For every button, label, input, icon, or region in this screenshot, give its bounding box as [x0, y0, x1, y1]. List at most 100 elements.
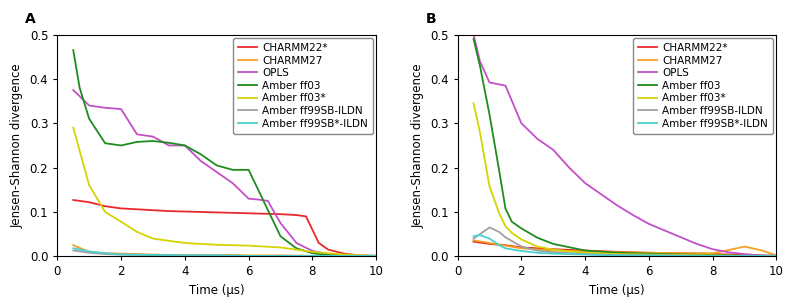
OPLS [612, 204, 622, 207]
CHARMM22* [549, 247, 558, 251]
Amber ff99SB-ILDN [244, 254, 254, 258]
Line: Amber ff99SB-ILDN: Amber ff99SB-ILDN [73, 250, 376, 256]
Amber ff03* [308, 250, 317, 254]
OPLS [100, 106, 110, 110]
Amber ff03* [517, 237, 526, 241]
CHARMM27 [580, 249, 590, 253]
X-axis label: Time (μs): Time (μs) [189, 284, 245, 297]
CHARMM27 [308, 254, 317, 258]
CHARMM27 [724, 248, 734, 252]
CHARMM22* [100, 204, 110, 208]
Amber ff99SB-ILDN [549, 250, 558, 254]
Line: OPLS: OPLS [73, 90, 376, 256]
OPLS [263, 199, 273, 203]
Amber ff99SB-ILDN [469, 237, 479, 241]
Amber ff99SB*-ILDN [533, 251, 542, 255]
Amber ff99SB-ILDN [84, 251, 94, 255]
CHARMM27 [676, 251, 685, 255]
CHARMM27 [212, 253, 222, 257]
Line: CHARMM27: CHARMM27 [474, 240, 777, 255]
X-axis label: Time (μs): Time (μs) [589, 284, 645, 297]
CHARMM27 [228, 253, 238, 257]
OPLS [292, 241, 301, 245]
Amber ff03 [196, 152, 206, 156]
OPLS [564, 166, 574, 169]
OPLS [517, 121, 526, 125]
Amber ff03 [371, 254, 381, 258]
CHARMM27 [132, 252, 142, 256]
Amber ff99SB-ILDN [501, 235, 510, 239]
Amber ff99SB-ILDN [485, 226, 494, 229]
Amber ff99SB*-ILDN [612, 253, 622, 257]
CHARMM22* [469, 240, 479, 244]
Amber ff99SB*-ILDN [84, 249, 94, 253]
CHARMM22* [580, 249, 590, 252]
Amber ff03 [276, 234, 285, 238]
CHARMM22* [180, 210, 190, 213]
CHARMM22* [339, 252, 349, 256]
Amber ff03* [469, 101, 479, 105]
Amber ff03 [475, 64, 485, 67]
OPLS [724, 250, 734, 254]
OPLS [580, 181, 590, 185]
Amber ff03 [676, 253, 685, 256]
OPLS [116, 107, 126, 111]
Amber ff03* [371, 254, 381, 258]
OPLS [549, 148, 558, 152]
Amber ff03* [180, 241, 190, 245]
OPLS [212, 170, 222, 174]
Amber ff99SB*-ILDN [475, 233, 485, 237]
CHARMM22* [244, 212, 254, 215]
Amber ff03 [549, 242, 558, 246]
Amber ff03 [244, 168, 254, 172]
Line: Amber ff99SB*-ILDN: Amber ff99SB*-ILDN [73, 248, 376, 256]
CHARMM27 [708, 251, 717, 255]
Amber ff99SB*-ILDN [180, 253, 190, 257]
Amber ff03 [84, 117, 94, 121]
OPLS [708, 247, 717, 251]
CHARMM27 [180, 253, 190, 257]
Amber ff03* [68, 126, 78, 130]
Amber ff99SB*-ILDN [100, 251, 110, 255]
Amber ff03* [292, 248, 301, 252]
CHARMM27 [84, 250, 94, 254]
Amber ff99SB-ILDN [740, 254, 750, 258]
Amber ff99SB-ILDN [116, 253, 126, 256]
Amber ff99SB-ILDN [212, 253, 222, 257]
CHARMM27 [68, 243, 78, 247]
CHARMM22* [260, 212, 270, 216]
Amber ff99SB*-ILDN [708, 254, 717, 258]
OPLS [84, 104, 94, 107]
Amber ff99SB*-ILDN [371, 254, 381, 258]
Amber ff99SB-ILDN [517, 245, 526, 248]
Amber ff99SB*-ILDN [469, 234, 479, 238]
CHARMM27 [549, 249, 558, 252]
OPLS [164, 144, 173, 147]
Amber ff03* [494, 211, 504, 215]
CHARMM27 [116, 252, 126, 256]
Amber ff03* [164, 239, 173, 243]
Amber ff03 [75, 86, 84, 90]
Amber ff99SB-ILDN [308, 254, 317, 258]
Amber ff03 [164, 141, 173, 145]
CHARMM22* [740, 253, 750, 257]
Amber ff03 [494, 168, 504, 172]
OPLS [276, 221, 285, 225]
Amber ff03 [292, 246, 301, 250]
Text: A: A [25, 12, 37, 26]
Amber ff99SB*-ILDN [339, 254, 349, 258]
Amber ff03 [180, 144, 190, 147]
Amber ff03* [549, 248, 558, 252]
Amber ff99SB*-ILDN [580, 253, 590, 256]
Amber ff99SB-ILDN [339, 254, 349, 258]
OPLS [533, 137, 542, 141]
Amber ff03* [260, 245, 270, 248]
Amber ff03 [212, 164, 222, 167]
Amber ff03* [84, 184, 94, 187]
CHARMM27 [244, 253, 254, 257]
Amber ff03* [244, 244, 254, 248]
Amber ff99SB*-ILDN [644, 253, 653, 257]
Amber ff03 [612, 251, 622, 255]
CHARMM27 [517, 246, 526, 250]
Amber ff03 [324, 253, 333, 257]
